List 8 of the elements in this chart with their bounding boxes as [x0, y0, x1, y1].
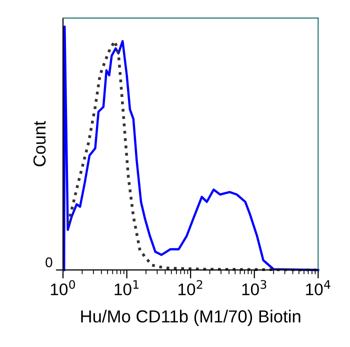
x-tick-label: 10$^{2}$: [178, 280, 202, 296]
x-tick-label: 10$^{0}$: [50, 280, 76, 296]
text: 0: [46, 257, 52, 268]
y-axis-title: Count: [33, 120, 46, 166]
x-tick-label: 10$^{1}$: [114, 280, 138, 296]
x-tick-label: 10$^{4}$: [306, 280, 330, 296]
x-axis-title: Hu/Mo CD11b (M1/70) Biotin: [81, 310, 300, 326]
x-tick-label: 10$^{3}$: [242, 280, 266, 296]
